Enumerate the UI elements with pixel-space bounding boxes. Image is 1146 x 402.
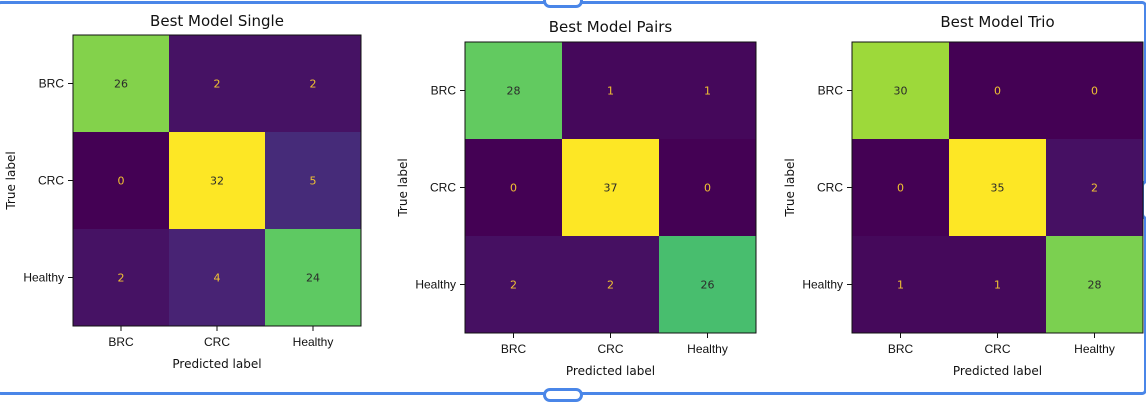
cell-value-label: 24 bbox=[306, 272, 320, 285]
matrix-cell bbox=[465, 139, 562, 236]
cell-value-label: 0 bbox=[704, 182, 711, 195]
matrix-cell bbox=[1046, 139, 1143, 236]
matrix-cell bbox=[659, 139, 756, 236]
cell-value-label: 26 bbox=[114, 78, 128, 91]
matrix-cell bbox=[562, 42, 659, 139]
chart-title: Best Model Single bbox=[150, 12, 284, 30]
y-tick-label: BRC bbox=[39, 77, 65, 91]
cell-value-label: 0 bbox=[510, 182, 517, 195]
matrix-cell bbox=[265, 132, 361, 229]
cell-value-label: 32 bbox=[210, 175, 224, 188]
y-tick-label: Healthy bbox=[802, 278, 843, 292]
matrix-cell bbox=[562, 236, 659, 333]
matrix-cell bbox=[169, 132, 265, 229]
matrix-cell bbox=[169, 229, 265, 326]
matrix-cell bbox=[949, 139, 1046, 236]
matrix-cell bbox=[73, 132, 169, 229]
cell-value-label: 4 bbox=[214, 272, 221, 285]
x-tick-label: CRC bbox=[598, 342, 624, 356]
matrix-cell bbox=[949, 42, 1046, 139]
cell-value-label: 1 bbox=[607, 85, 614, 98]
matrix-cell bbox=[73, 229, 169, 326]
cell-value-label: 2 bbox=[607, 279, 614, 292]
cell-value-label: 1 bbox=[897, 279, 904, 292]
cell-value-label: 0 bbox=[118, 175, 125, 188]
y-tick-label: Healthy bbox=[23, 271, 64, 285]
matrix-cell bbox=[659, 236, 756, 333]
chart-title: Best Model Trio bbox=[940, 13, 1054, 31]
cell-value-label: 1 bbox=[704, 85, 711, 98]
x-tick-label: Healthy bbox=[293, 335, 334, 349]
matrix-cell bbox=[562, 139, 659, 236]
cell-value-label: 28 bbox=[1088, 279, 1102, 292]
y-tick-label: CRC bbox=[430, 181, 456, 195]
matrix-cell bbox=[659, 42, 756, 139]
matrix-cell bbox=[73, 35, 169, 132]
x-tick-label: BRC bbox=[108, 335, 134, 349]
cell-value-label: 2 bbox=[510, 279, 517, 292]
matrix-cell bbox=[465, 236, 562, 333]
chart-title: Best Model Pairs bbox=[549, 18, 673, 36]
x-tick-label: Healthy bbox=[1074, 342, 1115, 356]
cell-value-label: 0 bbox=[897, 182, 904, 195]
matrix-cell bbox=[265, 229, 361, 326]
cell-value-label: 2 bbox=[118, 272, 125, 285]
y-tick-label: BRC bbox=[818, 84, 844, 98]
y-tick-label: CRC bbox=[817, 181, 843, 195]
y-tick-label: BRC bbox=[431, 84, 457, 98]
matrix-cell bbox=[949, 236, 1046, 333]
y-tick-label: CRC bbox=[38, 174, 64, 188]
cell-value-label: 37 bbox=[604, 182, 618, 195]
cell-value-label: 1 bbox=[994, 279, 1001, 292]
x-tick-label: BRC bbox=[501, 342, 527, 356]
cell-value-label: 28 bbox=[507, 85, 521, 98]
matrix-cell bbox=[465, 42, 562, 139]
y-tick-label: Healthy bbox=[415, 278, 456, 292]
x-tick-label: BRC bbox=[888, 342, 914, 356]
y-axis-label: True label bbox=[783, 158, 797, 217]
matrix-cell bbox=[852, 236, 949, 333]
cell-value-label: 30 bbox=[894, 85, 908, 98]
cell-value-label: 0 bbox=[1091, 85, 1098, 98]
x-tick-label: CRC bbox=[985, 342, 1011, 356]
cell-value-label: 2 bbox=[310, 78, 317, 91]
cell-value-label: 0 bbox=[994, 85, 1001, 98]
cell-value-label: 2 bbox=[1091, 182, 1098, 195]
x-tick-label: Healthy bbox=[687, 342, 728, 356]
top-resize-handle[interactable] bbox=[543, 0, 583, 8]
cell-value-label: 35 bbox=[991, 182, 1005, 195]
y-axis-label: True label bbox=[396, 158, 410, 217]
x-axis-label: Predicted label bbox=[566, 364, 655, 378]
x-axis-label: Predicted label bbox=[172, 357, 261, 371]
matrix-cell bbox=[852, 139, 949, 236]
matrix-cell bbox=[169, 35, 265, 132]
cell-value-label: 26 bbox=[701, 279, 715, 292]
x-tick-label: CRC bbox=[204, 335, 230, 349]
matrix-cell bbox=[265, 35, 361, 132]
matrix-cell bbox=[1046, 42, 1143, 139]
cell-value-label: 5 bbox=[310, 175, 317, 188]
x-axis-label: Predicted label bbox=[953, 364, 1042, 378]
y-axis-label: True label bbox=[4, 151, 18, 210]
matrix-cell bbox=[852, 42, 949, 139]
matrix-cell bbox=[1046, 236, 1143, 333]
cell-value-label: 2 bbox=[214, 78, 221, 91]
